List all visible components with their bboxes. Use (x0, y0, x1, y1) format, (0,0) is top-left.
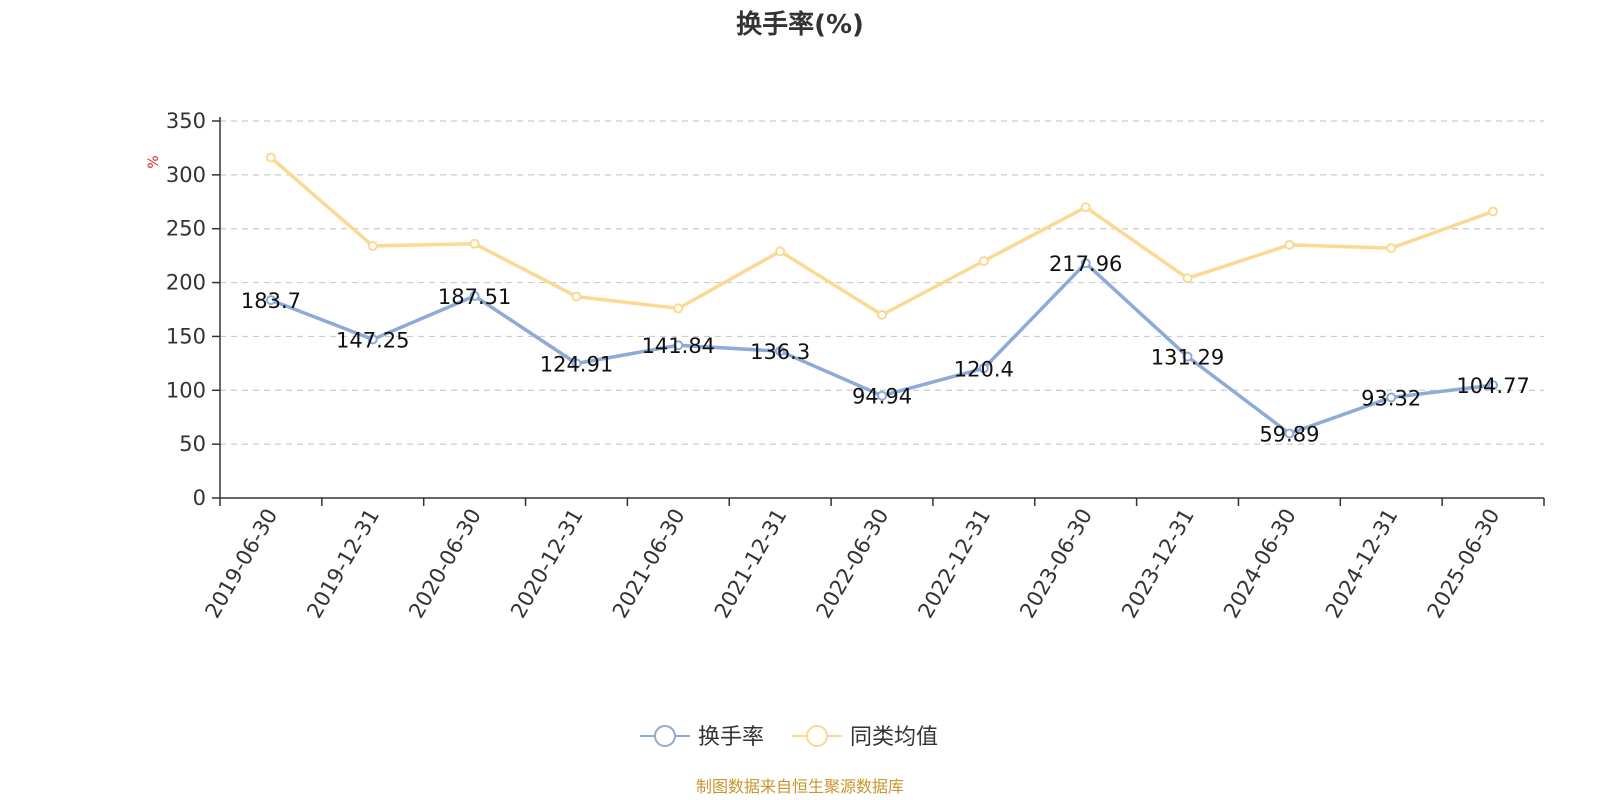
x-tick-label: 2023-06-30 (1015, 505, 1097, 623)
x-tick-label: 2021-12-31 (710, 505, 792, 623)
data-point (367, 240, 378, 251)
x-tick-label: 2020-12-31 (506, 505, 588, 623)
data-label: 94.94 (852, 385, 912, 409)
data-label: 187.51 (438, 285, 511, 309)
legend-label: 同类均值 (850, 725, 938, 750)
series-layer (265, 152, 1499, 439)
legend-item-1[interactable]: 同类均值 (792, 725, 938, 750)
data-point (367, 334, 378, 345)
data-point (1182, 273, 1193, 284)
y-tick-label: 350 (166, 109, 206, 133)
data-source-note: 制图数据来自恒生聚源数据库 (696, 777, 904, 796)
data-point (775, 246, 786, 257)
data-point (1182, 351, 1193, 362)
data-point (469, 291, 480, 302)
y-tick-label: 150 (166, 324, 206, 348)
chart-title: 换手率(%) (736, 9, 864, 40)
x-tick-label: 2021-06-30 (608, 505, 690, 623)
x-tick-label: 2022-06-30 (812, 505, 894, 623)
data-label: 147.25 (336, 328, 409, 352)
data-point (1386, 392, 1397, 403)
data-point (978, 256, 989, 267)
data-label: 183.7 (241, 289, 301, 313)
data-label: 59.89 (1259, 422, 1319, 446)
x-tick-label: 2020-06-30 (404, 505, 486, 623)
data-point (571, 291, 582, 302)
x-tick-label: 2024-12-31 (1321, 505, 1403, 623)
x-tick-label: 2025-06-30 (1423, 505, 1505, 623)
data-label: 136.3 (750, 340, 810, 364)
data-point (1386, 243, 1397, 254)
data-point (265, 295, 276, 306)
data-point (469, 238, 480, 249)
data-labels: 183.7 147.25 187.51 124.91 141.84 136.3 94.94 1… (241, 252, 1530, 446)
data-label: 131.29 (1151, 346, 1224, 370)
data-label: 93.32 (1361, 386, 1421, 410)
x-tick-label: 2022-12-31 (913, 505, 995, 623)
grid-lines (220, 120, 1544, 445)
data-point (1488, 380, 1499, 391)
legend-swatch-marker (654, 725, 676, 747)
data-point (673, 303, 684, 314)
data-point (673, 340, 684, 351)
data-label: 141.84 (642, 334, 715, 358)
y-tick-label: 0 (193, 486, 206, 510)
data-point (1284, 428, 1295, 439)
data-point (877, 309, 887, 320)
legend-item-0[interactable]: 换手率 (640, 725, 764, 750)
data-point (571, 358, 582, 369)
x-tick-label: 2024-06-30 (1219, 505, 1301, 623)
data-label: 124.91 (540, 352, 613, 376)
legend-label: 换手率 (698, 725, 764, 750)
data-label: 104.77 (1456, 374, 1529, 398)
x-tick-label: 2019-06-30 (200, 505, 282, 623)
legend[interactable]: 换手率 同类均值 (640, 725, 938, 750)
x-tick-label: 2023-12-31 (1117, 505, 1199, 623)
y-tick-label: 50 (179, 432, 206, 456)
data-point (978, 363, 989, 374)
data-point (877, 390, 887, 401)
y-tick-label: 300 (166, 163, 206, 187)
data-point (775, 346, 786, 357)
y-tick-label: 100 (166, 378, 206, 402)
data-label: 217.96 (1049, 252, 1122, 276)
y-tick-label: 200 (166, 271, 206, 295)
data-point (1284, 239, 1295, 250)
data-label: 120.4 (954, 357, 1014, 381)
y-axis-unit: % (146, 155, 162, 168)
data-point (1080, 202, 1091, 213)
data-point (1488, 206, 1499, 217)
legend-swatch-marker (806, 725, 828, 747)
data-point (265, 152, 276, 163)
y-tick-label: 250 (166, 217, 206, 241)
data-point (1080, 258, 1091, 269)
axes: 0 50 100 150 200 250 300 350 2019-06-30 2019-12-3… (166, 109, 1545, 623)
x-tick-label: 2019-12-31 (302, 505, 384, 623)
